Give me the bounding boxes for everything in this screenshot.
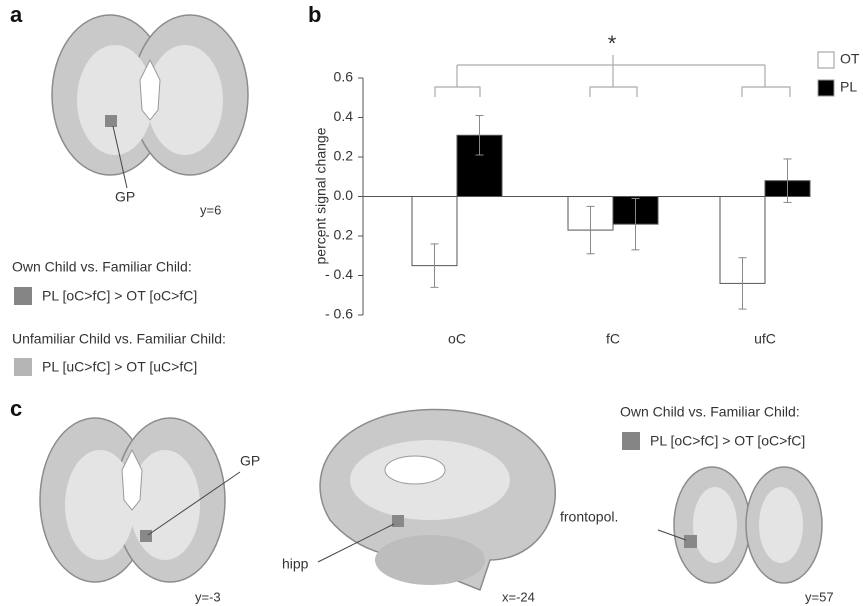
y-tick-label: - 0.6 — [325, 306, 353, 322]
x-tick-label: fC — [606, 331, 620, 347]
legend-item: PL [oC>fC] > OT [oC>fC] — [650, 433, 805, 449]
y-tick-label: - 0.4 — [325, 266, 353, 282]
y-tick-label: 0.4 — [334, 108, 354, 124]
significance-bracket — [435, 55, 790, 97]
panel-label: a — [10, 2, 23, 27]
slice-label: x=-24 — [502, 589, 535, 604]
panel-label: b — [308, 2, 321, 27]
legend-swatch — [818, 80, 834, 96]
legend-item: PL [uC>fC] > OT [uC>fC] — [42, 359, 197, 375]
legend-item: PL [oC>fC] > OT [oC>fC] — [42, 288, 197, 304]
slice-label: y=-3 — [195, 589, 221, 604]
region-label: hipp — [282, 556, 309, 572]
legend-swatch — [818, 52, 834, 68]
panel-label: c — [10, 396, 22, 421]
y-tick-label: 0.6 — [334, 69, 354, 85]
slice-label: y=57 — [805, 589, 834, 604]
legend-label: PL — [840, 79, 857, 95]
brain-coronal — [40, 418, 225, 582]
brain-coronal-frontal — [674, 467, 822, 583]
legend-label: OT — [840, 51, 860, 67]
legend-heading: Own Child vs. Familiar Child: — [12, 259, 192, 275]
y-axis-label: percent signal change — [313, 127, 329, 264]
legend-swatch — [14, 287, 32, 305]
legend-heading: Unfamiliar Child vs. Familiar Child: — [12, 331, 226, 347]
y-tick-label: - 0.2 — [325, 227, 353, 243]
significance-marker: * — [608, 31, 617, 56]
slice-label: y=6 — [200, 202, 221, 217]
y-tick-label: 0.0 — [334, 187, 354, 203]
brain-coronal — [52, 15, 248, 175]
region-label: GP — [240, 453, 260, 469]
legend-swatch — [14, 358, 32, 376]
legend-heading: Own Child vs. Familiar Child: — [620, 404, 800, 420]
y-tick-label: 0.2 — [334, 148, 354, 164]
legend-swatch — [622, 432, 640, 450]
region-label: frontopol. — [560, 509, 618, 525]
region-label: GP — [115, 189, 135, 205]
x-tick-label: ufC — [754, 331, 776, 347]
brain-sagittal — [320, 410, 555, 590]
figure: a b c GP y=6 Own Child vs. Familiar Chil… — [0, 0, 863, 606]
x-tick-label: oC — [448, 331, 466, 347]
